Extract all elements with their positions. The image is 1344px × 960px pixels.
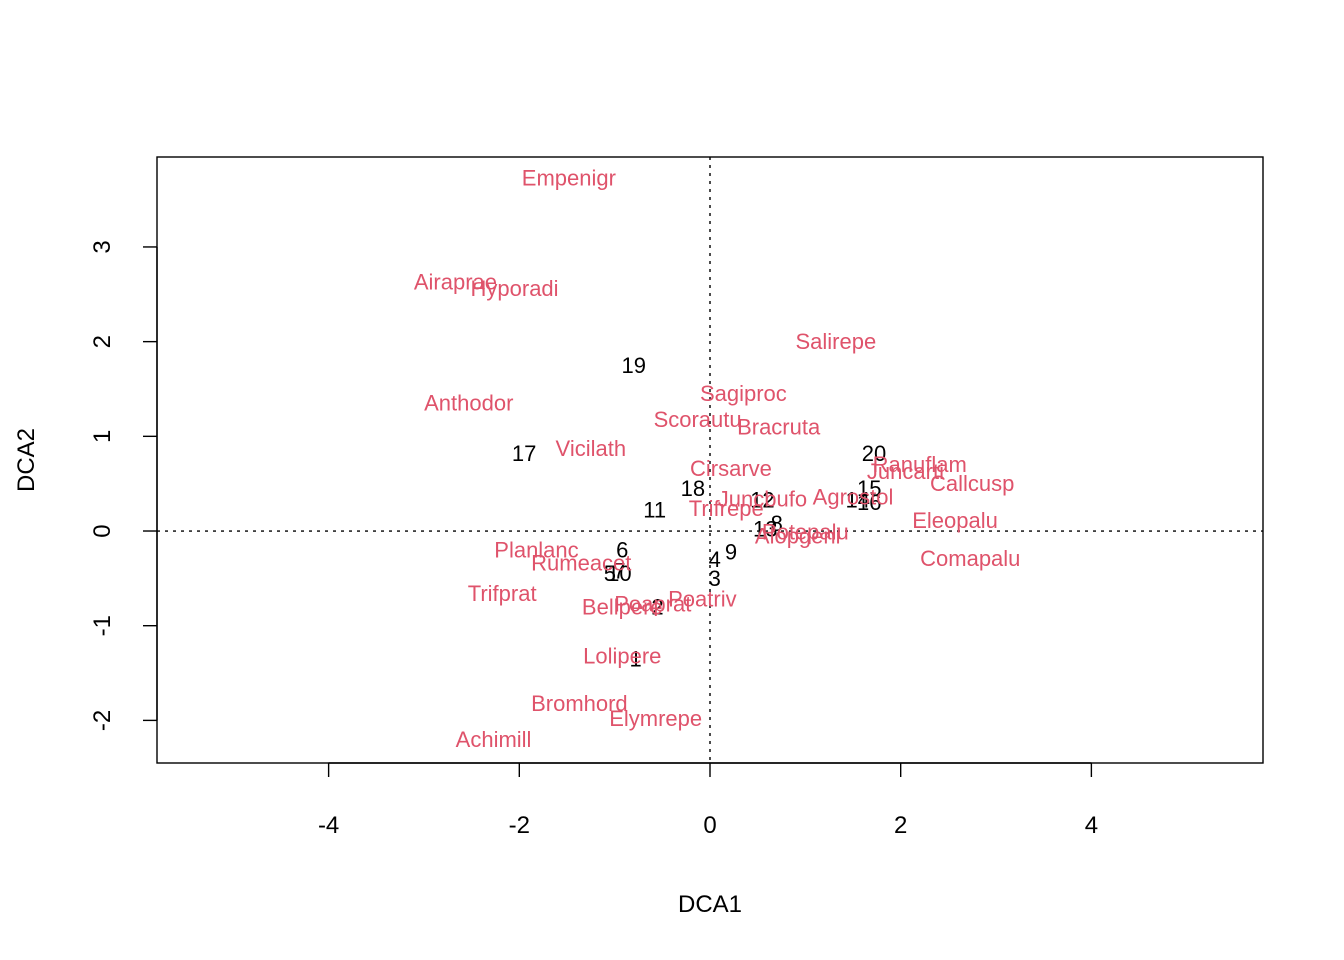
species-label: Scorautu: [654, 407, 742, 432]
species-label: Poatriv: [668, 587, 736, 612]
species-label: Cirsarve: [690, 456, 772, 481]
y-tick-label: 2: [89, 335, 116, 348]
species-label: Callcusp: [930, 471, 1014, 496]
site-label: 17: [512, 441, 536, 466]
plot-frame: [156, 156, 1264, 764]
site-label: 13: [753, 517, 777, 542]
species-label: Alopgeni: [755, 523, 841, 548]
species-label: Empenigr: [522, 165, 616, 190]
species-label: Juncbufo: [718, 486, 807, 511]
site-label: 15: [857, 476, 881, 501]
site-label: 19: [621, 353, 645, 378]
x-tick-label: 0: [703, 812, 716, 839]
site-label: 18: [681, 476, 705, 501]
x-axis: -4 -2 0 2 4: [318, 762, 1098, 839]
site-label: 10: [607, 561, 631, 586]
species-label: Trifprat: [468, 581, 537, 606]
x-tick-label: 4: [1085, 812, 1098, 839]
y-axis: -2 -1 0 1 2 3: [89, 240, 158, 731]
species-label: Vicilath: [556, 436, 627, 461]
site-label: 4: [709, 547, 721, 572]
species-label: Elymrepe: [609, 706, 702, 731]
species-label: Trifrepe: [689, 496, 764, 521]
y-tick-label: 0: [89, 524, 116, 537]
species-label: Bromhord: [531, 691, 628, 716]
site-label: 9: [725, 539, 737, 564]
reference-lines: [157, 157, 1263, 763]
x-axis-title: DCA1: [678, 891, 742, 918]
species-label: Airaprae: [414, 269, 497, 294]
x-tick-label: -2: [509, 812, 530, 839]
species-label: Sagiproc: [700, 381, 787, 406]
site-label: 16: [857, 490, 881, 515]
site-label: 7: [613, 558, 625, 583]
species-label: Salirepe: [795, 329, 876, 354]
species-label: Achimill: [456, 727, 532, 752]
species-label: Lolipere: [583, 644, 661, 669]
site-label: 3: [709, 566, 721, 591]
x-tick-label: -4: [318, 812, 339, 839]
site-label: 11: [643, 498, 666, 523]
x-tick-label: 2: [894, 812, 907, 839]
site-label: 14: [846, 487, 870, 512]
y-tick-label: -2: [89, 710, 116, 731]
y-tick-label: 1: [89, 430, 116, 443]
species-label: Agrostol: [813, 484, 894, 509]
y-tick-label: -1: [89, 615, 116, 636]
site-label: 5: [604, 561, 616, 586]
site-label: 2: [651, 594, 663, 619]
species-label: Bellpere: [582, 594, 663, 619]
species-label: Eleopalu: [912, 508, 998, 533]
species-label: Anthodor: [424, 391, 513, 416]
site-label: 12: [750, 487, 774, 512]
species-label: Bracruta: [737, 414, 821, 439]
site-label: 20: [862, 441, 886, 466]
species-label: Rumeacet: [531, 551, 631, 576]
site-label: 6: [616, 537, 628, 562]
species-label: Hyporadi: [471, 276, 559, 301]
species-label: Potepalu: [762, 519, 849, 544]
species-label: Ranuflam: [873, 452, 967, 477]
species-label: Comapalu: [920, 546, 1020, 571]
species-label: Planlanc: [494, 537, 578, 562]
species-label: Poaprat: [614, 591, 691, 616]
species-label: Juncarti: [867, 459, 944, 484]
y-tick-label: 3: [89, 240, 116, 253]
site-label: 1: [630, 646, 642, 671]
y-axis-title: DCA2: [13, 428, 40, 492]
site-label: 8: [771, 511, 783, 536]
